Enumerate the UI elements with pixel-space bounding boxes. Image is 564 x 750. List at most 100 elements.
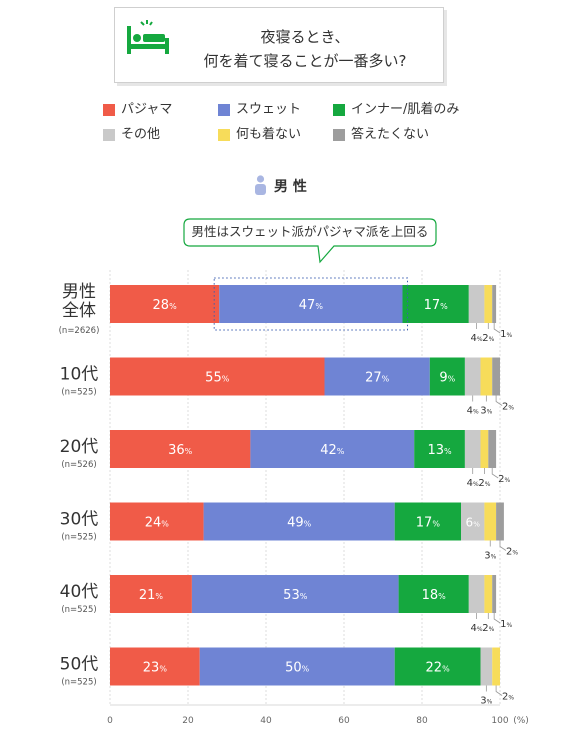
- question-line-1: 夜寝るとき、: [260, 28, 350, 46]
- legend-swatch: [218, 129, 230, 141]
- bar-value-label: 9%: [439, 371, 455, 386]
- bar-segment: [464, 357, 481, 396]
- bar-segment: [480, 647, 493, 686]
- x-axis-unit: (%): [513, 716, 529, 726]
- bar-segment: [492, 647, 500, 686]
- bar-segment: [414, 430, 465, 468]
- bar-value-label: 55%: [205, 371, 230, 386]
- category-label: 30代: [60, 510, 99, 530]
- bar-value-label-outside: 4%: [471, 623, 483, 634]
- bar-value-label-outside: 1%: [500, 619, 512, 630]
- callout-text: 男性はスウェット派がパジャマ派を上回る: [191, 224, 429, 239]
- bar-value-label-outside: 4%: [467, 478, 479, 489]
- category-n-label: (n=525): [61, 533, 96, 543]
- bar-value-label: 18%: [422, 588, 447, 603]
- x-tick-label: 40: [260, 716, 272, 726]
- bar-value-label: 50%: [285, 661, 310, 676]
- legend-swatch: [103, 104, 115, 116]
- category-n-label: (n=525): [61, 678, 96, 688]
- category-label: 10代: [60, 365, 99, 385]
- bar-segment: [191, 575, 399, 613]
- legend-label: パジャマ: [121, 102, 173, 117]
- legend-label: インナー/肌着のみ: [351, 102, 460, 117]
- category-label: 20代: [60, 437, 99, 457]
- question-line-2: 何を着て寝ることが一番多い?: [203, 52, 407, 70]
- bar-value-label: 27%: [365, 371, 390, 386]
- category-n-label: (n=526): [61, 460, 96, 470]
- bar-value-label: 17%: [424, 298, 449, 313]
- category-label: 男性: [62, 282, 96, 302]
- bar-value-label: 36%: [168, 443, 193, 458]
- bar-segment: [480, 357, 493, 396]
- bar-segment: [203, 502, 395, 541]
- bar-value-label-outside: 3%: [480, 696, 492, 707]
- bar-segment: [110, 285, 220, 323]
- bar-segment: [429, 357, 465, 396]
- highlight-box: [213, 277, 408, 331]
- bar-value-label: 53%: [283, 588, 308, 603]
- leader-line: [495, 395, 503, 406]
- bar-value-label: 22%: [426, 661, 451, 676]
- category-label: 全体: [62, 301, 96, 321]
- bar-value-label-outside: 1%: [500, 329, 512, 340]
- bar-segment: [110, 575, 192, 613]
- x-tick-label: 80: [416, 716, 428, 726]
- legend-swatch: [333, 104, 345, 116]
- category-n-label: (n=525): [61, 388, 96, 398]
- x-tick-label: 100: [491, 716, 508, 726]
- legend-label: その他: [121, 127, 161, 142]
- category-label: 40代: [60, 582, 99, 602]
- legend-label: スウェット: [236, 102, 302, 117]
- bar-segment: [324, 357, 430, 396]
- x-tick-label: 0: [107, 716, 113, 726]
- bar-segment: [402, 285, 469, 323]
- bar-segment: [110, 647, 200, 686]
- bar-value-label: 47%: [299, 298, 324, 313]
- bar-segment: [250, 430, 415, 468]
- sleeping-in-bed-icon: [127, 20, 169, 54]
- bar-segment: [398, 575, 469, 613]
- bar-segment: [488, 430, 497, 468]
- bar-value-label-outside: 2%: [498, 474, 510, 485]
- bar-segment: [110, 357, 325, 396]
- bar-value-label: 28%: [153, 298, 178, 313]
- bar-value-label-outside: 2%: [502, 692, 514, 703]
- x-tick-label: 60: [338, 716, 350, 726]
- bar-segment: [484, 575, 493, 613]
- bar-segment: [484, 502, 497, 541]
- bar-value-label: 42%: [320, 443, 345, 458]
- leader-line: [499, 540, 507, 551]
- bar-segment: [199, 647, 395, 686]
- question-box: 夜寝るとき、 何を着て寝ることが一番多い?: [114, 7, 444, 83]
- bar-segment: [219, 285, 403, 323]
- bar-value-label-outside: 2%: [478, 478, 490, 489]
- bar-segment: [394, 647, 481, 686]
- bar-value-label: 24%: [145, 516, 170, 531]
- section-title-male: 男 性: [254, 174, 314, 198]
- legend-swatch: [218, 104, 230, 116]
- bar-value-label-outside: 2%: [502, 402, 514, 413]
- bar-segment: [480, 430, 489, 468]
- bar-value-label: 17%: [416, 516, 441, 531]
- bar-segment: [492, 285, 497, 323]
- bar-segment: [484, 285, 493, 323]
- bar-segment: [394, 502, 461, 541]
- bar-value-label-outside: 4%: [467, 406, 479, 417]
- legend-label: 何も着ない: [236, 127, 302, 142]
- bar-value-label-outside: 4%: [471, 333, 483, 344]
- bar-segment: [110, 430, 251, 468]
- legend-label: 答えたくない: [351, 127, 430, 142]
- bar-value-label: 13%: [427, 443, 452, 458]
- male-person-icon: [255, 175, 266, 195]
- category-label: 50代: [60, 655, 99, 675]
- bar-value-label-outside: 3%: [480, 406, 492, 417]
- bar-segment: [464, 430, 481, 468]
- leader-line: [493, 613, 501, 624]
- bar-segment: [468, 285, 485, 323]
- section-title-label: 男 性: [274, 179, 307, 195]
- bar-value-label: 23%: [143, 661, 168, 676]
- bar-segment: [496, 502, 504, 541]
